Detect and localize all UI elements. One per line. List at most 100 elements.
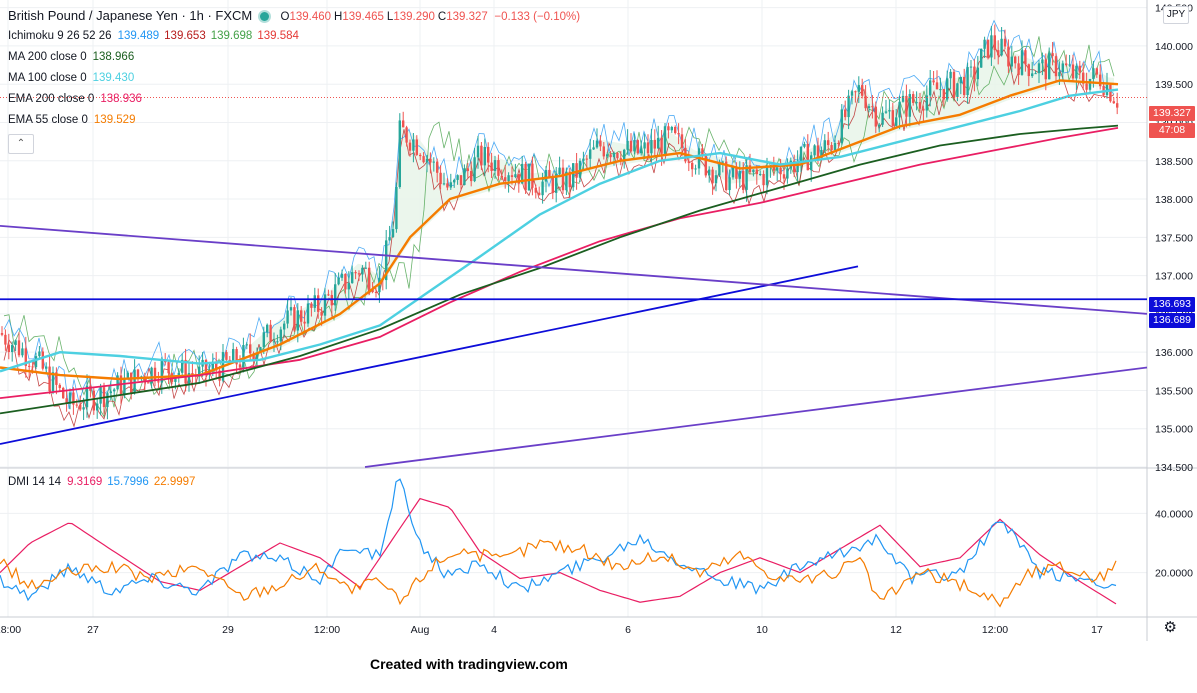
- candle-body: [810, 155, 813, 171]
- candle-body: [92, 390, 95, 411]
- candle-body: [514, 174, 517, 178]
- indicator-name: EMA 200 close 0: [8, 93, 95, 105]
- candle-body: [650, 139, 653, 154]
- candle-body: [731, 167, 735, 178]
- candle-body: [395, 186, 398, 230]
- candle-body: [147, 382, 150, 384]
- candle-body: [874, 106, 877, 127]
- candle-body: [279, 329, 282, 342]
- candle-body: [551, 177, 554, 193]
- gear-icon[interactable]: ⚙: [1163, 619, 1177, 636]
- candle-body: [524, 163, 527, 191]
- candle-body: [592, 147, 595, 150]
- candle-body: [476, 145, 480, 158]
- candle-body: [191, 373, 194, 375]
- ema55-legend[interactable]: EMA 55 close 0 139.529: [8, 114, 140, 126]
- candle-body: [357, 273, 361, 275]
- ema200-legend[interactable]: EMA 200 close 0 138.936: [8, 93, 147, 105]
- candle-body: [483, 146, 486, 166]
- candle-body: [177, 372, 180, 377]
- ichimoku-legend[interactable]: Ichimoku 9 26 52 26 139.489 139.653 139.698…: [8, 30, 304, 42]
- collapse-legend-button[interactable]: ⌃: [8, 134, 34, 154]
- candle-body: [340, 273, 344, 278]
- candle-body: [1031, 73, 1034, 77]
- candle-body: [850, 91, 854, 96]
- candle-body: [72, 392, 75, 405]
- candle-body: [521, 163, 524, 184]
- candle-body: [1071, 64, 1075, 79]
- candle-body: [303, 321, 306, 324]
- symbol-legend: British Pound / Japanese Yen · 1h · FXCM…: [8, 8, 580, 23]
- candle-body: [1065, 63, 1068, 66]
- candle-body: [320, 311, 323, 316]
- candle-body: [347, 283, 350, 290]
- candle-body: [963, 77, 966, 96]
- candle-body: [575, 163, 578, 178]
- candle-body: [487, 146, 490, 163]
- candle-body: [119, 375, 123, 396]
- candle-body: [361, 267, 364, 275]
- candle-body: [602, 146, 605, 157]
- candle-body: [157, 381, 160, 383]
- candle-body: [109, 391, 112, 394]
- price-tick-label: 138.500: [1155, 156, 1193, 168]
- candle-body: [867, 106, 871, 109]
- candle-body: [123, 379, 126, 396]
- watermark: Created with tradingview.com: [370, 656, 568, 672]
- candle-body: [463, 168, 466, 186]
- candle-body: [765, 167, 769, 186]
- ma-line-0: [0, 79, 1119, 381]
- indicator-name: MA 100 close 0: [8, 72, 87, 84]
- candle-body: [354, 272, 357, 274]
- candle-body: [735, 167, 738, 179]
- time-tick-label: 10: [756, 624, 768, 636]
- candle-body: [1075, 65, 1078, 79]
- candle-body: [687, 161, 690, 163]
- dmi-line-2: [0, 539, 1117, 608]
- candle-body: [126, 372, 129, 380]
- candle-body: [861, 85, 864, 96]
- currency-badge[interactable]: JPY: [1163, 6, 1189, 24]
- candle-body: [1000, 38, 1003, 56]
- indicator-name: MA 200 close 0: [8, 51, 87, 63]
- candle-body: [1095, 68, 1098, 75]
- dmi-legend[interactable]: DMI 14 14 9.3169 15.7996 22.9997: [8, 476, 200, 488]
- ohlc-value: 139.465: [342, 11, 384, 23]
- trendline: [364, 366, 1148, 468]
- price-tick-label: 137.000: [1155, 271, 1193, 283]
- candle-body: [408, 142, 412, 151]
- candle-body: [429, 158, 432, 163]
- ma200-legend[interactable]: MA 200 close 0 138.966: [8, 51, 139, 63]
- candle-body: [204, 359, 208, 375]
- candle-body: [0, 333, 4, 335]
- candle-body: [167, 362, 170, 374]
- candle-body: [640, 148, 643, 154]
- candle-body: [1078, 65, 1081, 73]
- candle-body: [242, 345, 245, 368]
- candle-body: [993, 35, 996, 51]
- candle-body: [589, 149, 592, 159]
- indicator-name: DMI 14 14: [8, 476, 62, 488]
- candle-body: [901, 95, 905, 102]
- candle-body: [215, 362, 218, 371]
- candle-body: [449, 182, 452, 188]
- candle-body: [245, 344, 248, 346]
- candle-body: [1041, 59, 1044, 64]
- candle-body: [1054, 56, 1058, 77]
- candle-body: [708, 169, 711, 176]
- candle-body: [306, 303, 310, 324]
- candle-body: [55, 372, 58, 385]
- time-tick-label: 4: [491, 624, 497, 636]
- candle-body: [762, 173, 765, 186]
- candle-body: [113, 389, 116, 392]
- candle-body: [96, 403, 99, 411]
- candle-body: [425, 158, 429, 163]
- ma100-legend[interactable]: MA 100 close 0 139.430: [8, 72, 139, 84]
- indicator-value: 139.529: [93, 114, 136, 126]
- candle-body: [929, 80, 932, 96]
- candle-body: [45, 366, 48, 369]
- candle-body: [949, 71, 952, 79]
- candle-body: [844, 109, 847, 118]
- candle-body: [432, 161, 435, 163]
